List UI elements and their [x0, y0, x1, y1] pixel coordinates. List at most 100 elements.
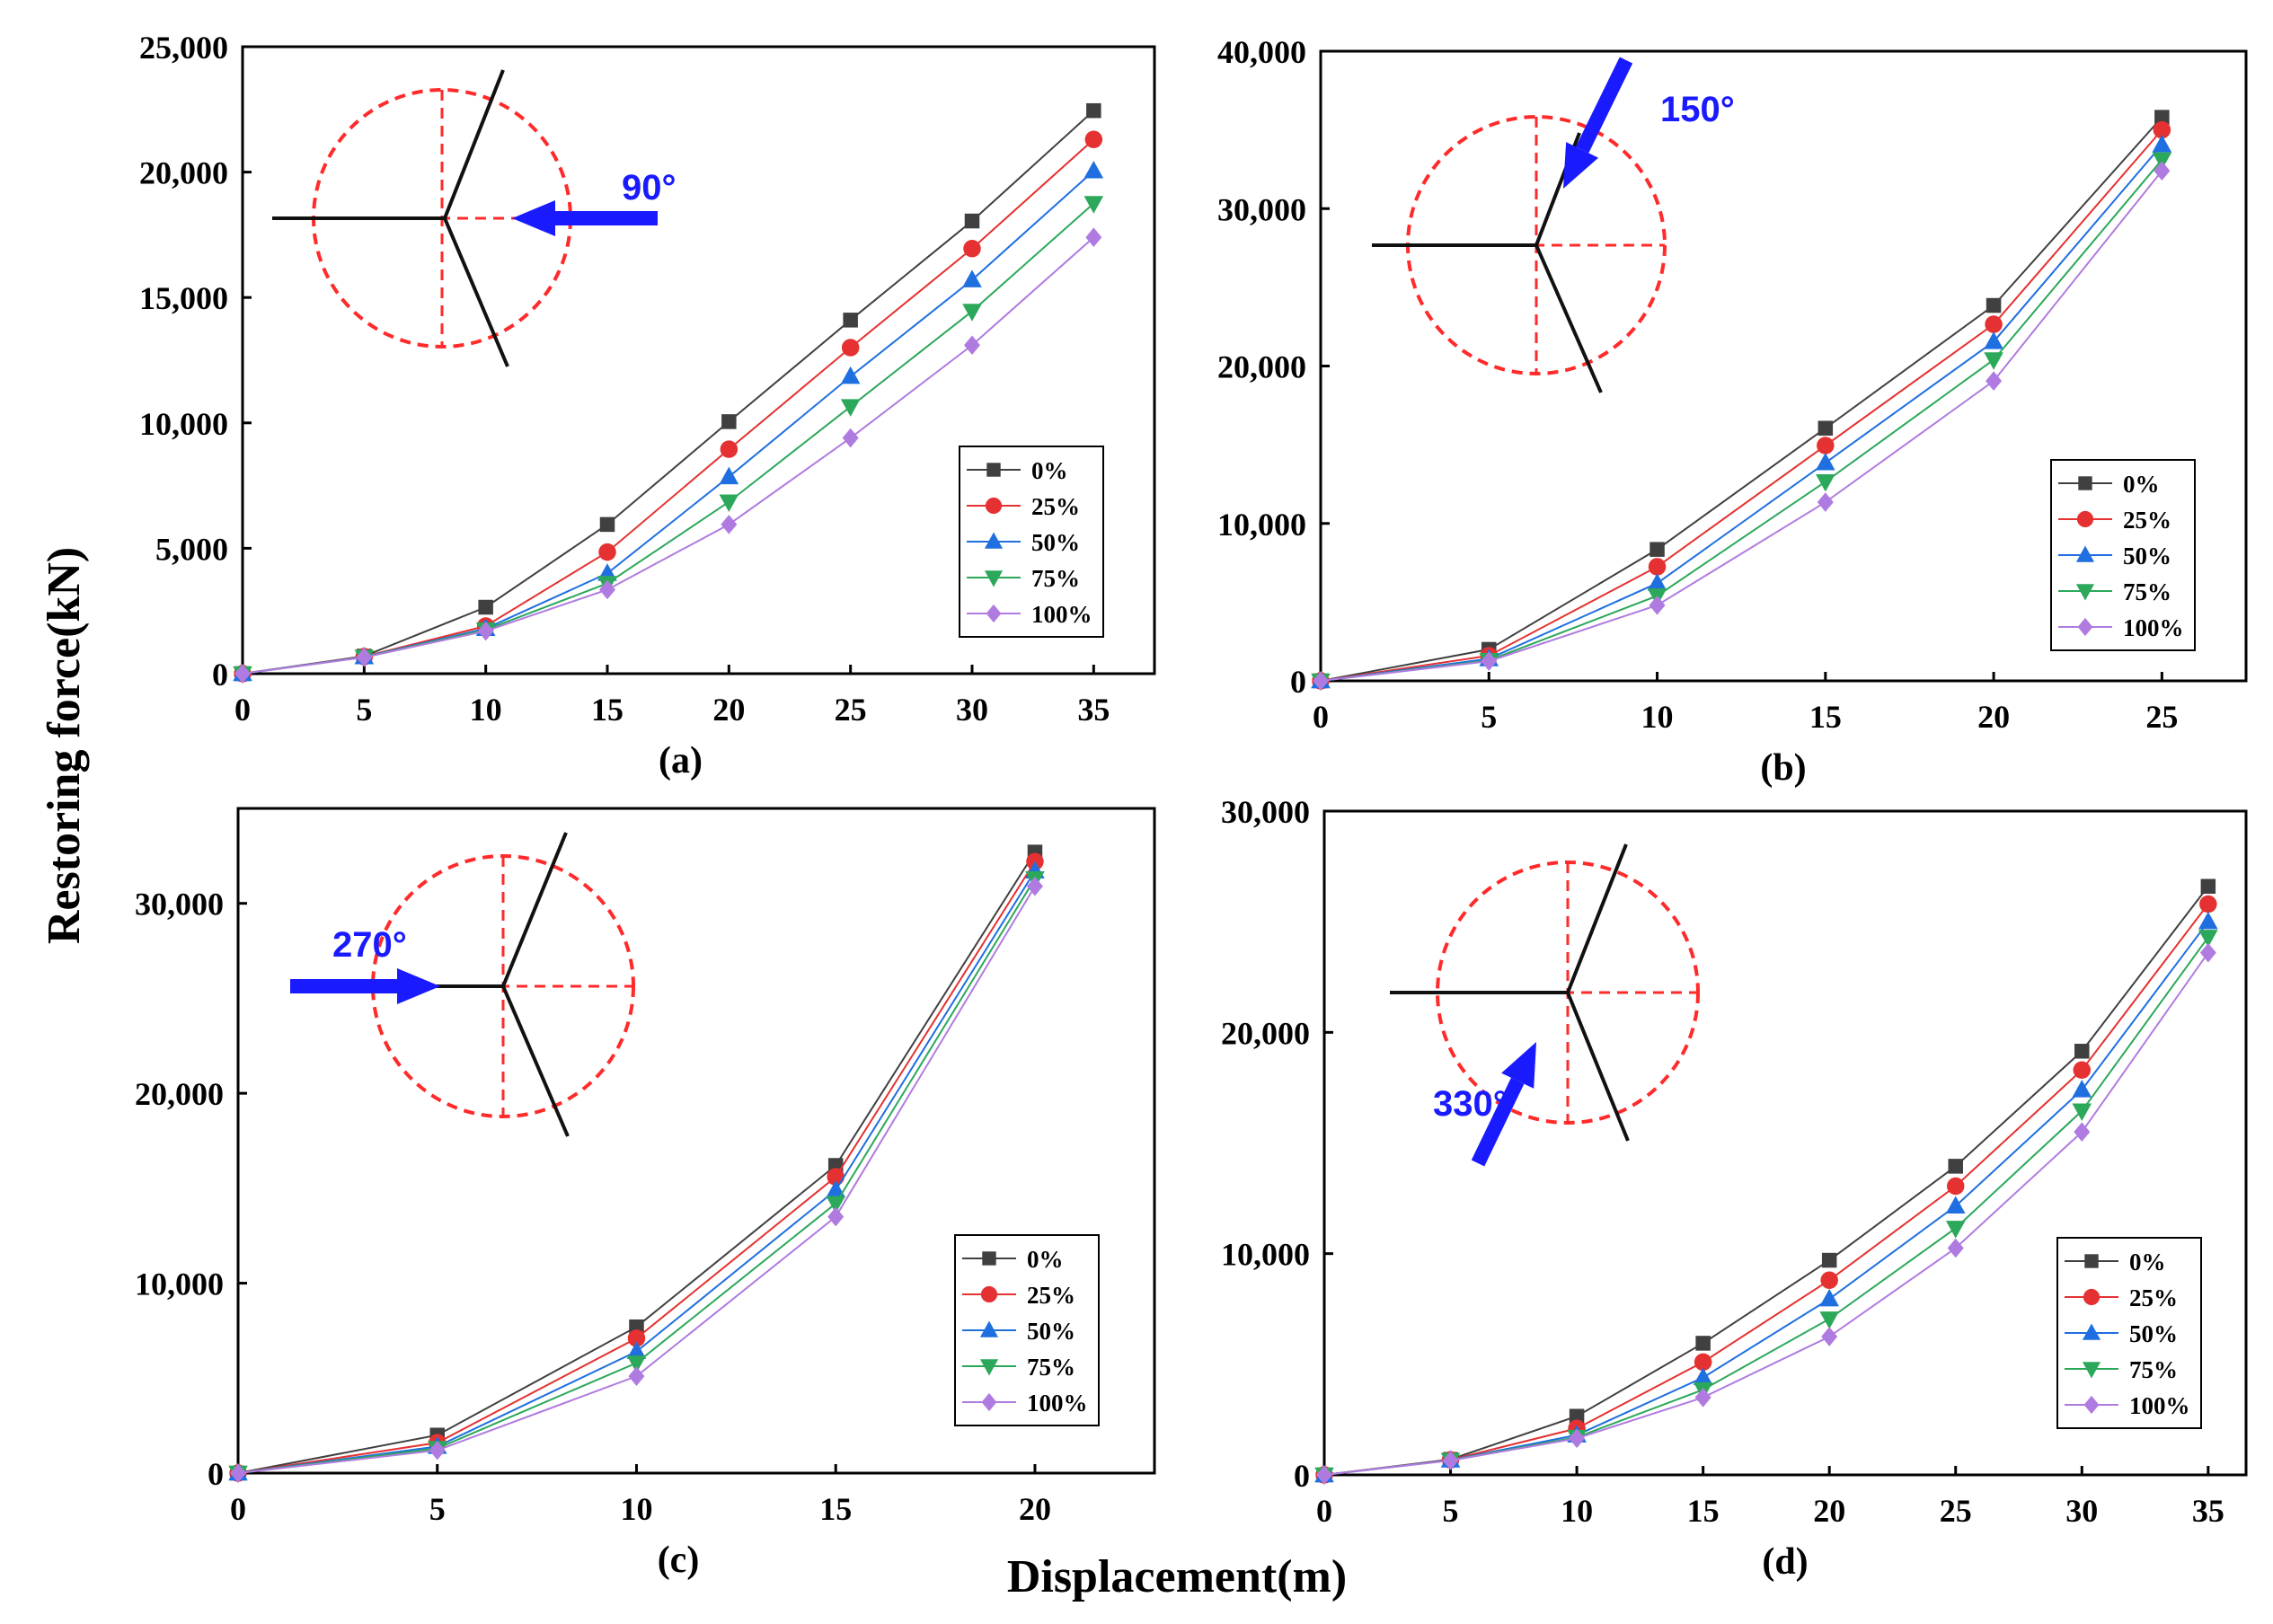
series-100% — [1316, 942, 2216, 1485]
data-point — [2200, 878, 2216, 895]
legend-item: 75% — [2065, 1356, 2178, 1383]
series-line — [1320, 144, 2163, 682]
x-tick-label: 20 — [1977, 699, 2010, 735]
x-tick-label: 15 — [591, 692, 624, 728]
x-tick-label: 10 — [470, 692, 502, 728]
legend-item: 50% — [967, 529, 1080, 556]
series-75% — [1311, 152, 2172, 692]
data-point — [1084, 130, 1103, 149]
data-point — [826, 1179, 846, 1198]
plot-frame — [241, 45, 1156, 675]
wind-arrow-shaft — [1575, 57, 1633, 154]
y-tick-label: 5,000 — [155, 531, 228, 567]
data-point — [2198, 930, 2218, 948]
data-point — [1481, 651, 1498, 671]
series-line — [1320, 170, 2163, 682]
mooring-line — [443, 217, 509, 367]
legend-label: 25% — [1027, 1282, 1075, 1309]
y-tick-label: 10,000 — [139, 406, 228, 442]
data-point — [626, 1341, 647, 1359]
data-point — [842, 428, 859, 448]
legend-label: 100% — [1031, 601, 1092, 628]
legend-item: 0% — [962, 1246, 1064, 1273]
x-tick-label: 30 — [956, 692, 988, 728]
legend-label: 75% — [2123, 578, 2171, 605]
data-point — [1945, 1221, 1966, 1239]
data-point — [1946, 1177, 1965, 1196]
legend-label: 50% — [2129, 1320, 2178, 1347]
data-point — [962, 304, 982, 322]
legend-marker — [986, 604, 1002, 623]
data-point — [2199, 895, 2217, 914]
series-50% — [1311, 135, 2172, 689]
legend-label: 100% — [1027, 1390, 1088, 1417]
legend-marker — [986, 463, 1001, 477]
legend-marker — [985, 497, 1003, 515]
x-tick-label: 0 — [230, 1491, 246, 1527]
data-point — [964, 335, 980, 356]
panel-label: (c) — [658, 1540, 700, 1581]
series-line — [242, 110, 1095, 675]
x-tick-label: 15 — [1809, 699, 1842, 735]
legend-item: 0% — [967, 457, 1068, 484]
data-point — [2074, 1044, 2090, 1059]
data-point — [719, 494, 739, 512]
data-point — [1647, 573, 1667, 591]
legend-label: 75% — [1031, 565, 1080, 592]
x-tick-label: 20 — [1019, 1491, 1051, 1527]
legend-marker — [982, 1251, 996, 1266]
data-point — [1026, 876, 1043, 896]
direction-inset: 330° — [1390, 843, 1700, 1167]
data-point — [1986, 371, 2003, 391]
x-tick-label: 5 — [356, 692, 372, 728]
data-point — [2152, 135, 2172, 153]
data-point — [843, 313, 858, 328]
data-point — [1945, 1196, 1966, 1214]
data-point — [1694, 1353, 1712, 1372]
legend-marker — [2083, 1288, 2101, 1306]
chart-panel-1: 0 5 10 15 20 25 0 10,000 20,000 30,000 40,000 150° 0… — [1217, 34, 2248, 789]
data-point — [1817, 437, 1835, 455]
y-tick-label: 25,000 — [139, 30, 228, 66]
mooring-line — [501, 985, 570, 1137]
legend-item: 75% — [2058, 578, 2171, 605]
data-point — [1818, 420, 1834, 436]
legend-marker — [984, 532, 1004, 549]
data-point — [2154, 161, 2171, 181]
data-point — [1948, 1159, 1963, 1174]
legend-label: 100% — [2123, 614, 2184, 641]
legend-marker — [2078, 476, 2092, 490]
series-25% — [1312, 120, 2171, 690]
legend: 0% 25% 50% 75% 100% — [2050, 459, 2196, 651]
data-point — [1821, 1252, 1837, 1268]
mooring-line — [1566, 843, 1628, 993]
data-point — [1693, 1367, 1713, 1385]
legend-label: 0% — [2129, 1249, 2166, 1275]
chart-panel-2: 0 5 10 15 20 0 10,000 20,000 30,000 270° 0% 25% 50% 7… — [135, 807, 1156, 1581]
legend-marker — [2082, 1323, 2101, 1340]
data-point — [1984, 352, 2003, 370]
series-line — [1320, 116, 2163, 682]
data-point — [1947, 1238, 1964, 1258]
x-tick-label: 5 — [1481, 699, 1497, 735]
x-tick-label: 30 — [2065, 1493, 2098, 1529]
legend-item: 100% — [2065, 1392, 2190, 1419]
data-point — [2199, 942, 2216, 963]
legend-label: 25% — [1031, 493, 1080, 520]
data-point — [626, 1355, 647, 1373]
legend-item: 0% — [2065, 1249, 2166, 1275]
chart-panel-0: 0 5 10 15 20 25 30 35 0 5,000 10,000 15,000 20,000 25… — [139, 30, 1156, 781]
legend-item: 50% — [2058, 543, 2171, 569]
legend-item: 25% — [962, 1282, 1075, 1309]
data-point — [841, 339, 860, 357]
legend-label: 75% — [1027, 1354, 1075, 1381]
data-point — [2153, 120, 2171, 139]
data-point — [827, 1168, 845, 1186]
x-axis-title: Displacement(m) — [1007, 1551, 1347, 1602]
y-tick-label: 30,000 — [135, 887, 224, 922]
data-point — [478, 599, 493, 615]
data-point — [1569, 1428, 1586, 1449]
series-line — [1323, 903, 2209, 1476]
data-point — [1695, 1336, 1711, 1351]
